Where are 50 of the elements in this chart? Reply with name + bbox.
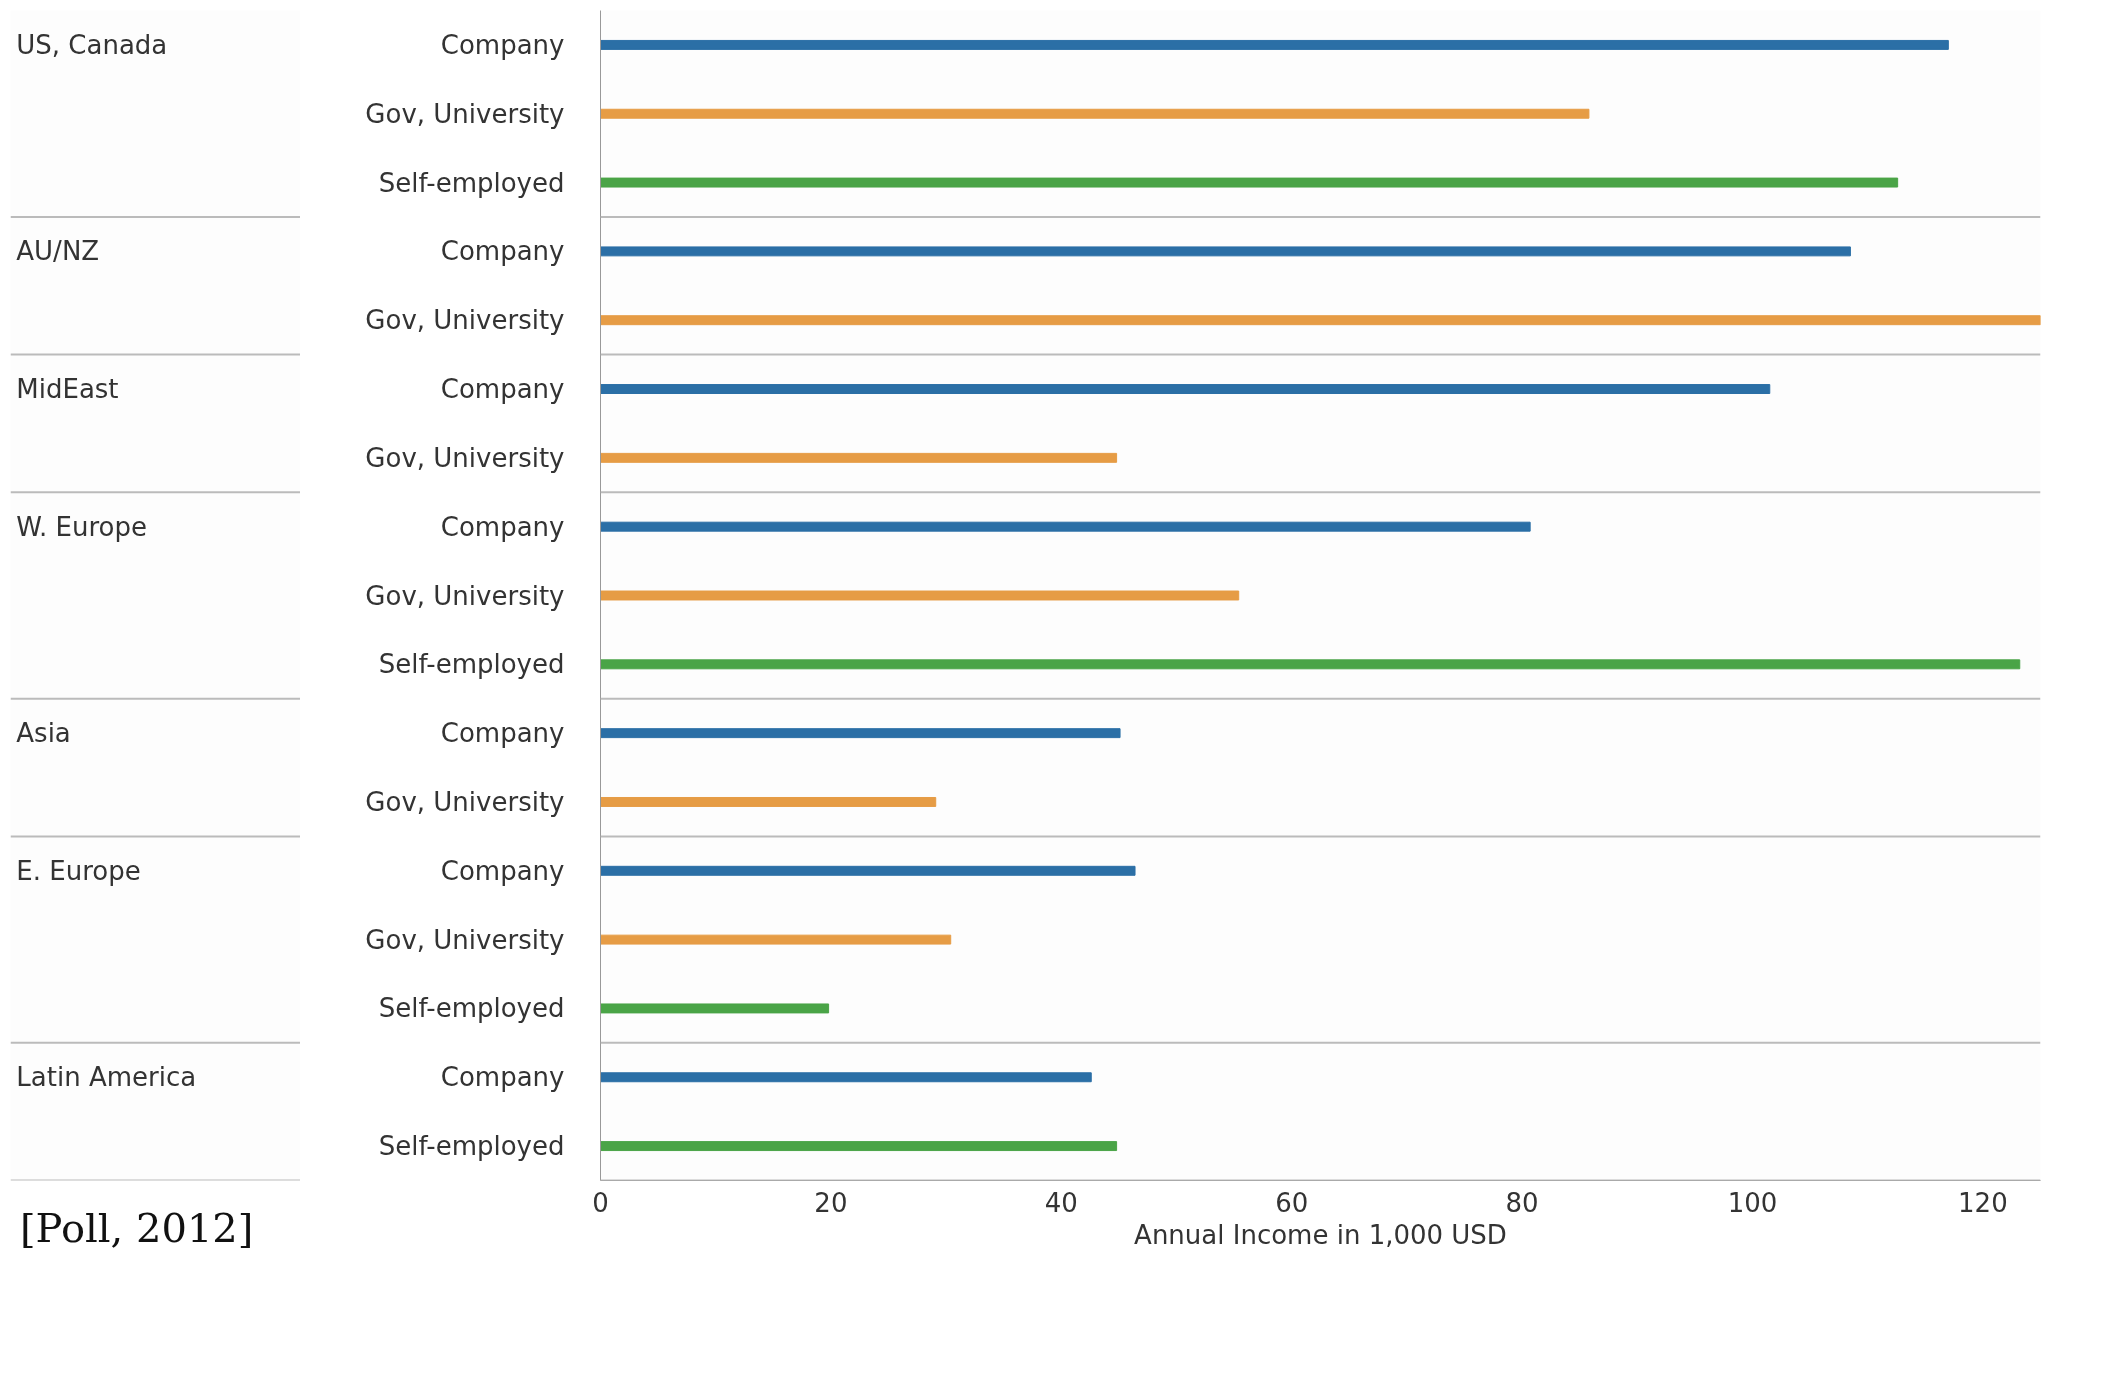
bar	[600, 1141, 1118, 1152]
bar	[600, 39, 1949, 50]
text: MidEast	[16, 374, 119, 405]
x-tick-label: 80	[1505, 1187, 1539, 1218]
y-tick-label: Company	[440, 374, 565, 405]
bar	[600, 728, 1121, 739]
bar	[600, 865, 1136, 876]
y-tick-label: Gov, University	[365, 442, 565, 473]
y-tick-label: Self-employed	[378, 993, 565, 1024]
x-tick-label: 40	[1044, 1187, 1078, 1218]
bar	[600, 1003, 830, 1014]
x-tick-label: 0	[592, 1187, 609, 1218]
y-tick-label: Gov, University	[365, 786, 565, 817]
y-tick-label: Self-employed	[378, 167, 565, 198]
y-tick-label: Gov, University	[365, 580, 565, 611]
y-tick-label: Company	[440, 511, 565, 542]
y-tick-label: Company	[440, 236, 565, 267]
bar	[600, 797, 937, 807]
bar	[600, 108, 1590, 119]
text: Latin America	[16, 1062, 197, 1093]
y-tick-label: Company	[440, 1062, 565, 1093]
x-axis-title: Annual Income in 1,000 USD	[1134, 1219, 1507, 1250]
bar	[600, 384, 1771, 394]
bar	[600, 934, 952, 945]
text: Asia	[16, 718, 71, 749]
y-tick-label: Company	[440, 718, 565, 749]
text: US, Canada	[16, 29, 168, 60]
bar	[600, 246, 1851, 257]
y-tick-label: Gov, University	[365, 98, 565, 129]
x-tick-label: 60	[1275, 1187, 1309, 1218]
text: AU/NZ	[16, 236, 100, 267]
y-tick-label: Self-employed	[378, 1131, 565, 1162]
bar	[600, 521, 1531, 532]
x-tick-label: 100	[1727, 1187, 1778, 1218]
y-tick-label: Gov, University	[365, 305, 565, 336]
x-tick-label: 20	[814, 1187, 848, 1218]
x-tick-label: 120	[1958, 1187, 2008, 1218]
y-tick-label: Gov, University	[365, 924, 565, 955]
bar	[600, 1072, 1092, 1083]
y-tick-label: Company	[440, 29, 565, 60]
text: E. Europe	[16, 855, 141, 886]
bar	[600, 315, 2041, 326]
bar	[600, 659, 2021, 670]
y-tick-label: Self-employed	[378, 649, 565, 680]
text: [Poll, 2012]	[20, 1204, 254, 1253]
bar	[600, 590, 1240, 601]
bar	[600, 452, 1118, 463]
text: W. Europe	[16, 511, 147, 542]
bar	[600, 177, 1899, 188]
y-tick-label: Company	[440, 855, 565, 886]
